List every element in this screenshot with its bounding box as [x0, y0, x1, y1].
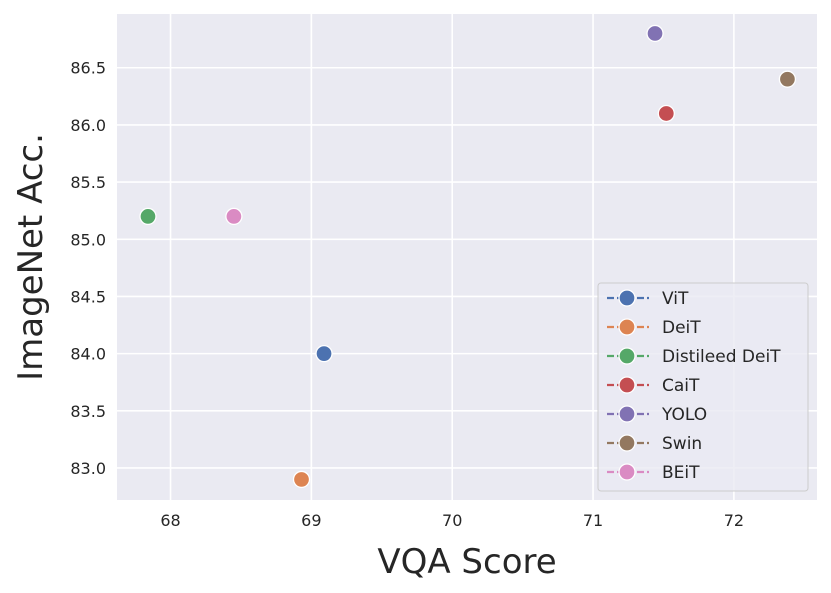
- grid-lines: [117, 14, 817, 500]
- x-axis-ticks: 68 69 70 71 72: [160, 511, 744, 530]
- legend: ViT DeiT Distileed DeiT CaiT YOLO Swin BEiT: [597, 282, 809, 492]
- point-cait: [657, 104, 675, 123]
- legend-marker: [618, 289, 636, 307]
- y-tick-label: 83.0: [70, 459, 106, 478]
- legend-label: BEiT: [662, 463, 700, 483]
- x-tick-label: 69: [301, 511, 321, 530]
- legend-marker: [618, 318, 636, 336]
- y-tick-label: 84.5: [70, 287, 106, 306]
- y-tick-label: 86.5: [70, 59, 106, 78]
- legend-marker: [618, 347, 636, 365]
- x-tick-label: 71: [583, 511, 603, 530]
- y-tick-label: 85.5: [70, 173, 106, 192]
- point-yolo: [646, 24, 664, 43]
- y-tick-label: 84.0: [70, 345, 106, 364]
- legend-label: CaiT: [662, 376, 700, 396]
- y-axis-ticks: 83.0 83.5 84.0 84.5 85.0 85.5 86.0 86.5: [70, 59, 106, 478]
- legend-label: Swin: [662, 434, 702, 454]
- x-tick-label: 72: [724, 511, 744, 530]
- legend-marker: [618, 463, 636, 481]
- legend-label: DeiT: [662, 318, 701, 338]
- x-tick-label: 70: [442, 511, 462, 530]
- y-tick-label: 85.0: [70, 230, 106, 249]
- point-beit: [225, 207, 243, 226]
- legend-label: ViT: [662, 289, 689, 309]
- legend-marker: [618, 376, 636, 394]
- legend-marker: [618, 405, 636, 423]
- legend-label: Distileed DeiT: [662, 347, 781, 367]
- point-vit: [315, 344, 333, 363]
- y-tick-label: 83.5: [70, 402, 106, 421]
- legend-marker: [618, 434, 636, 452]
- point-deit: [292, 470, 311, 489]
- point-swin: [778, 70, 797, 88]
- x-tick-label: 68: [160, 511, 180, 530]
- x-axis-label: VQA Score: [377, 542, 556, 582]
- legend-box: [597, 282, 809, 492]
- data-points: [139, 24, 797, 489]
- point-distileed-deit: [139, 207, 157, 226]
- legend-label: YOLO: [661, 405, 707, 425]
- y-tick-label: 86.0: [70, 116, 106, 135]
- y-axis-label: ImageNet Acc.: [11, 133, 51, 381]
